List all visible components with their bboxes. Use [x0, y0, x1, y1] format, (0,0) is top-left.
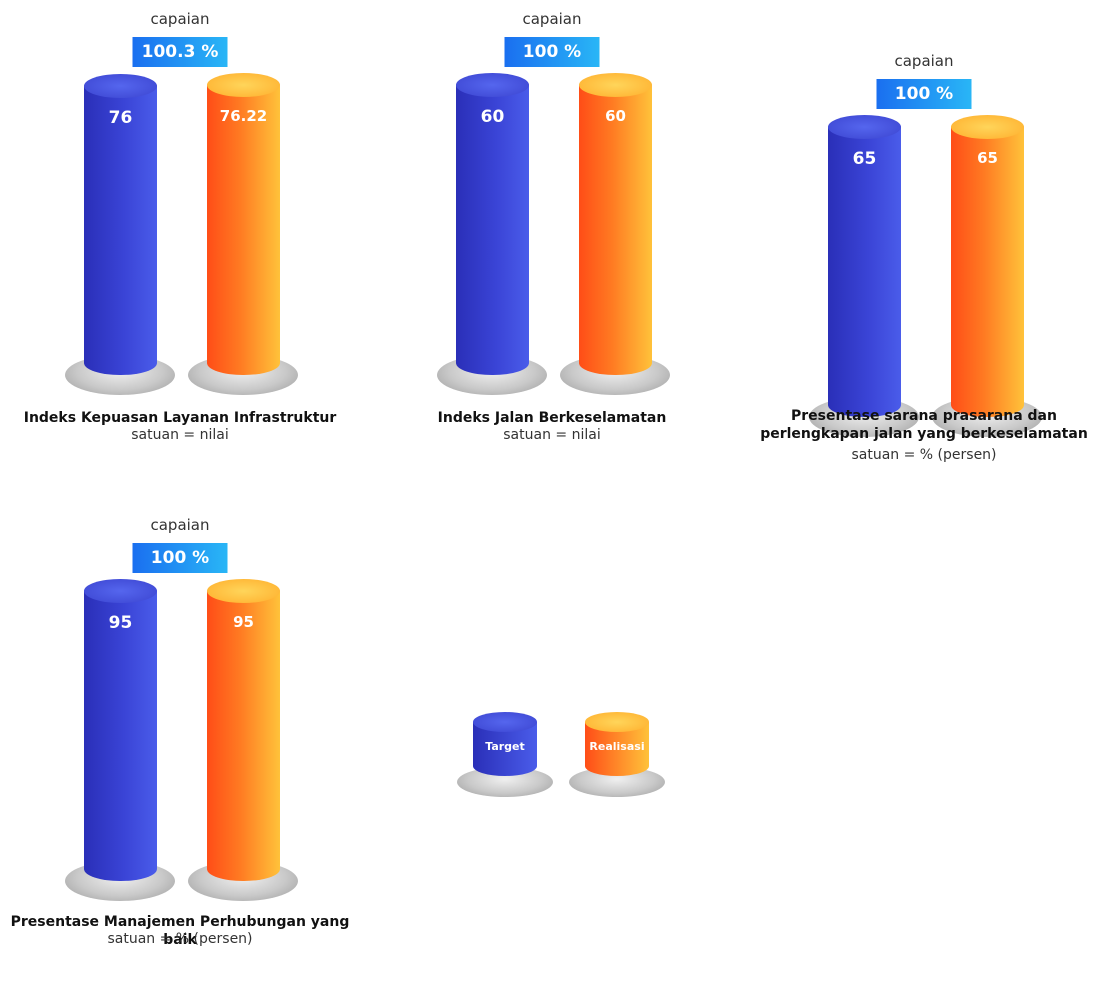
chart-panel-4: capaian 100 % 95 95 Presentase Manajemen… [11, 514, 350, 984]
legend-target-label: Target [485, 740, 525, 753]
chart-title: Presentase Manajemen Perhubungan yang ba… [10, 914, 350, 948]
realisasi-value-label: 60 [605, 107, 626, 125]
capaian-badge: 100.3 % [132, 37, 228, 67]
target-value-label: 95 [108, 613, 133, 633]
chart-title: Indeks Jalan Berkeselamatan [437, 410, 667, 426]
target-bar: 65 [828, 115, 901, 417]
chart-title: Indeks Kepuasan Layanan Infrastruktur [23, 410, 337, 426]
chart-panel-2: capaian 100 % 60 60 Indeks Jalan Berkese… [437, 8, 670, 478]
capaian-label: capaian [894, 52, 954, 70]
realisasi-bar: 65 [951, 115, 1024, 417]
target-bar: 60 [456, 73, 529, 375]
capaian-badge: 100 % [876, 79, 972, 109]
capaian-badge: 100 % [504, 37, 600, 67]
chart-unit: satuan = % (persen) [107, 931, 253, 947]
legend-realisasi-label: Realisasi [589, 740, 645, 753]
target-value-label: 65 [852, 149, 877, 169]
target-value-label: 60 [480, 107, 505, 127]
chart-unit: satuan = % (persen) [851, 447, 997, 463]
capaian-badge: 100 % [132, 543, 228, 573]
capaian-label: capaian [150, 10, 210, 28]
realisasi-value-label: 76.22 [219, 107, 268, 125]
target-bar: 76 [84, 74, 157, 375]
chart-panel-3: capaian 100 % 65 65 Presentase sarana pr… [760, 50, 1088, 520]
chart-unit: satuan = nilai [503, 427, 601, 443]
realisasi-value-label: 65 [977, 149, 998, 167]
legend-realisasi-swatch: Realisasi [585, 712, 649, 776]
chart-unit: satuan = nilai [131, 427, 229, 443]
target-value-label: 76 [108, 108, 133, 128]
realisasi-bar: 95 [207, 579, 280, 881]
capaian-label: capaian [522, 10, 582, 28]
realisasi-bar: 76.22 [207, 73, 280, 375]
realisasi-value-label: 95 [233, 613, 254, 631]
chart-title: Presentase sarana prasarana dan perlengk… [760, 408, 1088, 442]
realisasi-bar: 60 [579, 73, 652, 375]
capaian-label: capaian [150, 516, 210, 534]
chart-panel-1: capaian 100.3 % 76 76.22 Indeks Kepuasan… [24, 8, 337, 478]
target-bar: 95 [84, 579, 157, 881]
legend-target-swatch: Target [473, 712, 537, 776]
